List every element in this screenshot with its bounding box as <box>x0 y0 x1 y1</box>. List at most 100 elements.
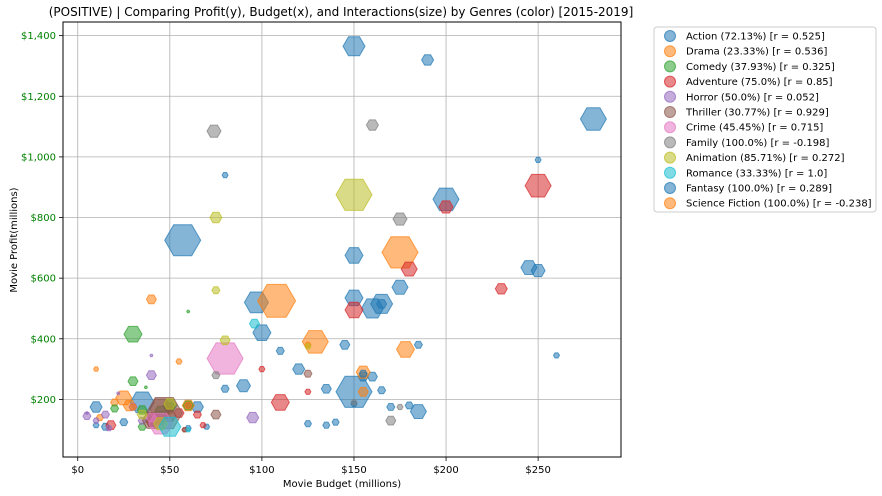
legend-marker <box>664 90 676 103</box>
legend-marker <box>664 136 676 149</box>
data-point <box>84 411 89 415</box>
data-point <box>93 366 100 372</box>
data-point <box>344 301 364 319</box>
legend-marker <box>664 60 676 73</box>
data-point <box>252 324 272 341</box>
data-point <box>303 420 312 428</box>
data-point <box>400 261 418 277</box>
data-point <box>89 401 103 413</box>
legend-label: Action (72.13%) [r = 0.525] <box>686 32 825 43</box>
data-point <box>322 421 331 429</box>
data-point <box>257 283 297 318</box>
x-tick-label: $50 <box>160 465 179 476</box>
data-point <box>376 299 388 309</box>
legend-label: Romance (33.33%) [r = 1.0] <box>686 168 827 179</box>
data-point <box>246 411 260 424</box>
data-point <box>304 343 312 350</box>
data-point <box>270 394 290 411</box>
legend-marker <box>664 151 676 164</box>
data-point <box>292 363 306 375</box>
data-point <box>409 404 427 419</box>
legend-marker <box>664 75 676 88</box>
data-point <box>413 340 423 349</box>
data-point <box>320 384 332 394</box>
y-tick-label: $1,000 <box>21 152 56 163</box>
data-point <box>534 156 542 163</box>
data-point <box>357 387 369 397</box>
axis-ticks: $0 $50 $100 $150 $200 $250 $200 $400 $600 $800 $1,… <box>21 31 551 476</box>
data-point <box>220 384 230 393</box>
data-point <box>192 410 202 419</box>
legend-marker <box>664 30 676 42</box>
data-point <box>432 187 460 212</box>
legend-label: Science Fiction (100.0%) [r = -0.238] <box>686 199 872 210</box>
data-point <box>339 340 351 350</box>
legend-label: Horror (50.0%) [r = 0.052] <box>686 92 819 103</box>
data-point <box>421 54 435 66</box>
y-tick-label: $1,200 <box>21 92 56 103</box>
data-point <box>149 353 154 358</box>
legend-label: Adventure (75.0%) [r = 0.85] <box>686 77 833 88</box>
x-tick-label: $200 <box>433 465 458 476</box>
legend-marker <box>664 166 676 179</box>
data-point <box>110 404 120 413</box>
legend-label: Family (100.0%) [r = -0.198] <box>686 138 829 149</box>
data-point <box>100 410 110 419</box>
data-point <box>358 369 368 378</box>
legend-marker <box>664 121 676 134</box>
data-point <box>92 417 100 424</box>
data-point <box>186 309 191 314</box>
legend-label: Animation (85.71%) [r = 0.272] <box>686 153 845 164</box>
legend-marker <box>664 182 676 194</box>
data-point <box>163 398 177 410</box>
data-point <box>210 409 222 420</box>
y-tick-label: $600 <box>31 274 56 285</box>
data-point <box>494 283 508 295</box>
data-point <box>386 403 396 411</box>
x-tick-label: $150 <box>341 465 366 476</box>
data-point <box>116 391 121 396</box>
data-point <box>248 318 261 329</box>
data-point <box>183 401 193 410</box>
data-point <box>105 425 113 432</box>
data-point <box>395 341 416 358</box>
legend-label: Fantasy (100.0%) [r = 0.289] <box>686 184 832 195</box>
legend-marker <box>664 45 676 58</box>
plot-frame <box>62 21 622 458</box>
x-tick-label: $0 <box>71 465 84 476</box>
data-point <box>385 415 397 426</box>
legend-label: Comedy (37.93%) [r = 0.325] <box>686 62 835 73</box>
data-point <box>221 172 229 179</box>
legend-label: Crime (45.45%) [r = 0.715] <box>686 123 823 134</box>
data-point <box>206 124 222 138</box>
data-point <box>344 247 364 264</box>
data-point <box>579 107 607 131</box>
legend-marker <box>664 197 676 210</box>
data-point <box>145 294 157 305</box>
data-point <box>396 403 404 411</box>
data-point <box>392 212 408 226</box>
data-point <box>145 370 157 380</box>
data-point <box>123 325 143 343</box>
y-tick-label: $200 <box>31 395 56 406</box>
data-point <box>209 211 223 224</box>
data-point <box>119 418 129 427</box>
data-point <box>350 399 358 406</box>
x-axis-label: Movie Budget (millions) <box>283 479 401 490</box>
data-point <box>331 418 340 426</box>
x-tick-label: $250 <box>525 465 550 476</box>
data-point <box>258 366 266 373</box>
data-point <box>143 385 148 390</box>
grid <box>63 22 621 457</box>
data-point <box>211 371 221 380</box>
legend: Action (72.13%) [r = 0.525] Drama (23.33%… <box>653 26 877 213</box>
data-point <box>127 376 139 386</box>
data-point <box>530 264 546 278</box>
data-point <box>235 379 252 393</box>
data-point <box>211 286 221 295</box>
data-point <box>158 416 182 437</box>
x-tick-label: $100 <box>249 465 274 476</box>
data-point <box>304 388 312 395</box>
data-points <box>82 36 607 437</box>
